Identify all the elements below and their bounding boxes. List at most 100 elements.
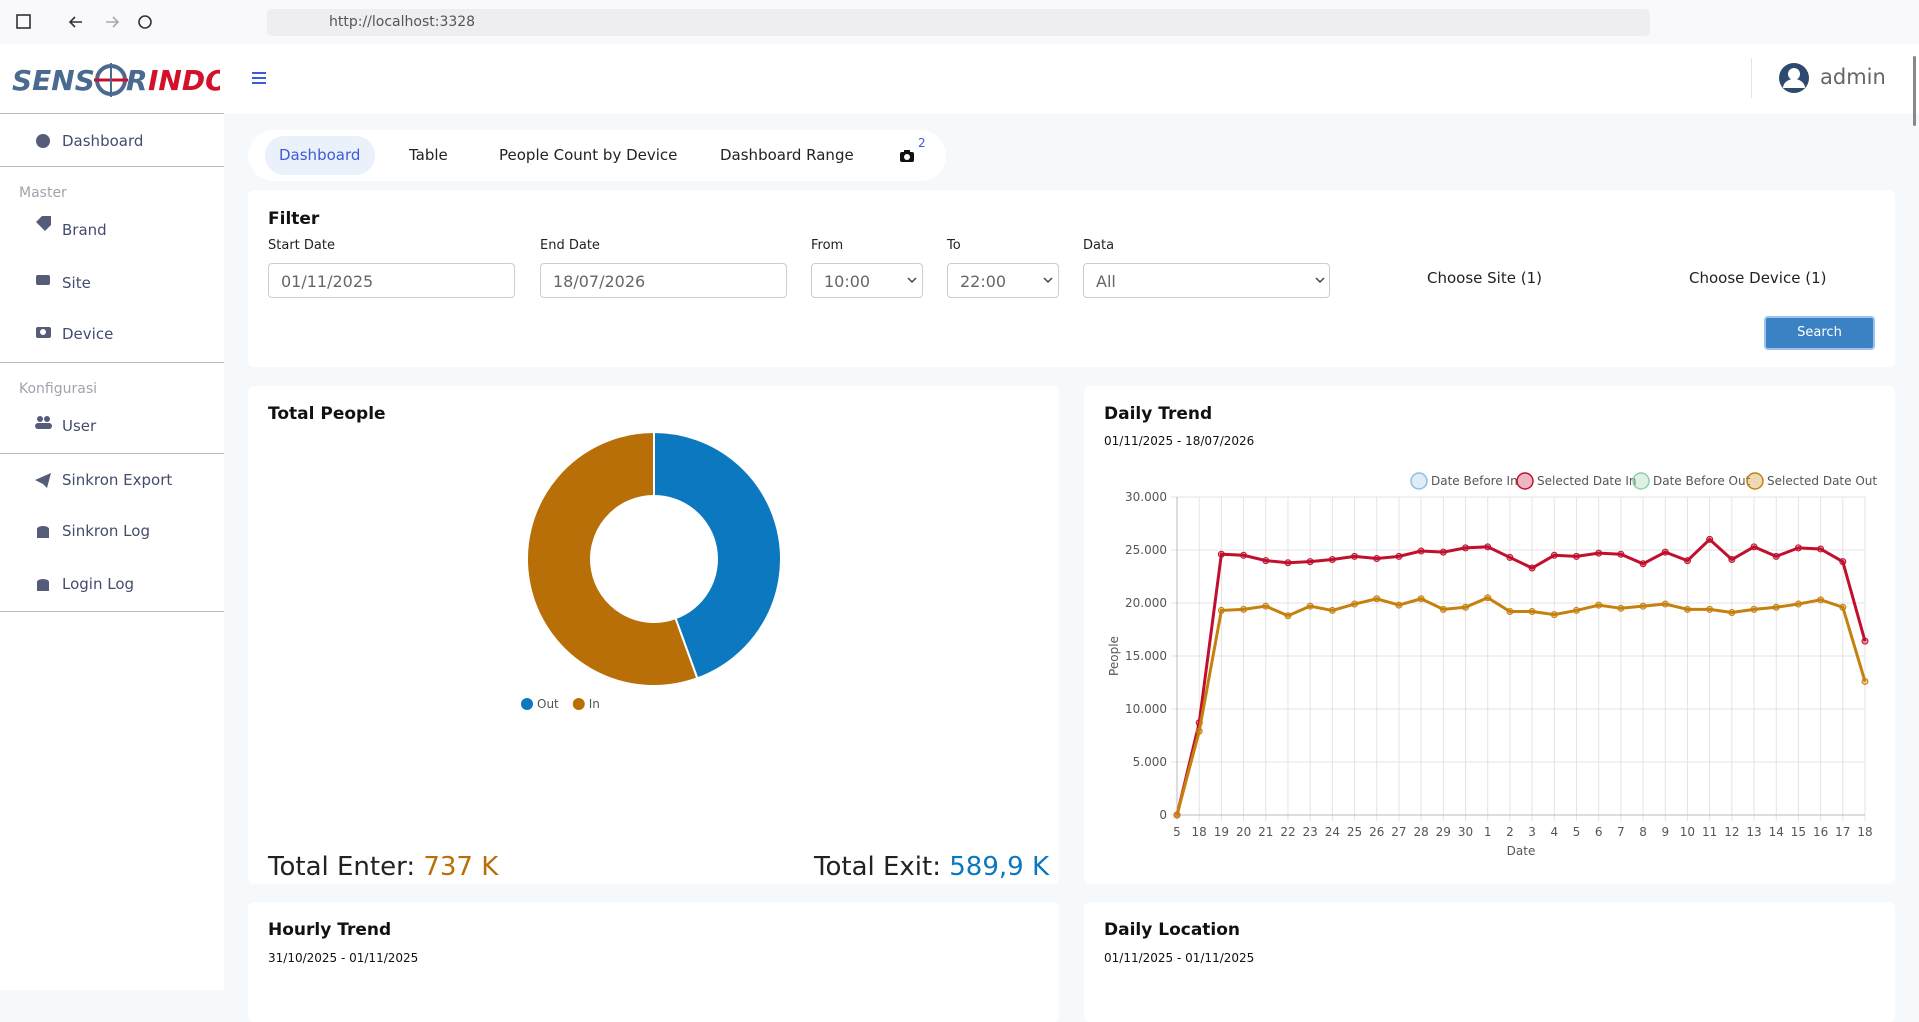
y-tick-label: 15.000 <box>1125 649 1167 663</box>
tab[interactable]: Dashboard Range <box>720 146 854 164</box>
doughnut-chart: Out In <box>521 430 782 711</box>
avatar[interactable] <box>1778 62 1810 94</box>
data-point <box>1595 549 1603 557</box>
field-label: From <box>811 238 844 253</box>
series-line <box>1175 596 1867 816</box>
data-point <box>1484 543 1492 551</box>
menu-toggle[interactable] <box>251 70 267 86</box>
card-subtitle: 31/10/2025 - 01/11/2025 <box>268 951 419 965</box>
choose-site[interactable]: Choose Site (1) <box>1427 269 1542 287</box>
browser-controls[interactable] <box>14 12 154 32</box>
nav-item[interactable]: Brand <box>62 221 107 239</box>
daily-trend-card <box>1084 386 1895 884</box>
nav-item[interactable]: Device <box>62 325 114 343</box>
tab[interactable]: Dashboard <box>279 146 361 164</box>
data-point <box>1506 607 1514 615</box>
data-point <box>1240 551 1248 559</box>
legend-marker <box>521 698 533 710</box>
x-tick-label: 27 <box>1391 825 1406 839</box>
data-point <box>1728 609 1736 617</box>
data-point <box>1572 552 1580 560</box>
data-point <box>1195 727 1203 735</box>
nav-item[interactable]: Dashboard <box>62 132 144 150</box>
legend-label: Out <box>537 697 559 711</box>
tab[interactable]: People Count by Device <box>499 146 678 164</box>
scrollbar[interactable] <box>1913 56 1916 126</box>
data-point <box>1683 605 1691 613</box>
nav-heading: Konfigurasi <box>19 381 98 397</box>
data-point <box>1217 606 1225 614</box>
divider <box>0 611 224 612</box>
nav-item[interactable]: Site <box>62 274 91 292</box>
x-tick-label: 28 <box>1413 825 1428 839</box>
legend-label: In <box>589 697 600 711</box>
doughnut-slice <box>526 430 699 687</box>
data-point <box>1417 595 1425 603</box>
data-point <box>1395 601 1403 609</box>
nav-item[interactable]: User <box>62 417 97 435</box>
logo[interactable]: SENS R INDO <box>10 60 220 100</box>
nav-item[interactable]: Login Log <box>62 575 135 593</box>
data-point <box>1462 603 1470 611</box>
doughnut-slice <box>653 430 782 680</box>
x-tick-label: 3 <box>1528 825 1536 839</box>
data-point <box>1817 596 1825 604</box>
value: 589,9 K <box>949 852 1049 882</box>
data-point <box>1439 548 1447 556</box>
legend-marker <box>572 698 585 710</box>
divider <box>0 113 224 114</box>
data-point <box>1173 811 1181 819</box>
legend-marker <box>1516 472 1534 490</box>
x-tick-label: 11 <box>1702 825 1717 839</box>
x-tick-label: 24 <box>1325 825 1340 839</box>
data-point <box>1284 559 1292 567</box>
label: Total Exit: <box>814 852 941 882</box>
url-bar[interactable]: http://localhost:3328 <box>267 9 1650 36</box>
tab[interactable]: Table <box>409 146 448 164</box>
x-tick-label: 25 <box>1347 825 1362 839</box>
logo-text: R <box>126 64 148 97</box>
search-button[interactable]: Search <box>1764 316 1875 350</box>
x-tick-label: 2 <box>1506 825 1514 839</box>
data-select[interactable]: All <box>1083 263 1330 298</box>
data-point <box>1373 554 1381 562</box>
divider <box>0 453 224 454</box>
data-point <box>1794 544 1802 552</box>
end-date-input[interactable]: 18/07/2026 <box>540 263 787 298</box>
nav-item[interactable]: Sinkron Log <box>62 522 150 540</box>
card-subtitle: 01/11/2025 - 01/11/2025 <box>1104 951 1255 965</box>
data-point <box>1839 558 1847 566</box>
data-point <box>1217 550 1225 558</box>
data-point <box>1528 564 1536 572</box>
nav-item[interactable]: Sinkron Export <box>62 471 173 489</box>
divider <box>0 166 224 167</box>
x-tick-label: 12 <box>1724 825 1739 839</box>
data-point <box>1772 603 1780 611</box>
from-select[interactable]: 10:00 <box>811 263 923 298</box>
active-tab-bg <box>265 136 375 175</box>
data-point <box>1728 556 1736 564</box>
data-point <box>1661 548 1669 556</box>
choose-device[interactable]: Choose Device (1) <box>1689 269 1827 287</box>
x-tick-label: 8 <box>1639 825 1647 839</box>
card-subtitle: 01/11/2025 - 18/07/2026 <box>1104 434 1255 448</box>
data-point <box>1262 602 1270 610</box>
top-header: SENS R INDO admin <box>0 44 1919 126</box>
sidebar <box>0 114 224 990</box>
card-title: Total People <box>268 404 386 424</box>
url: http://localhost:3328 <box>329 14 476 30</box>
username[interactable]: admin <box>1820 65 1886 89</box>
data-point <box>1306 558 1314 566</box>
nav-heading: Master <box>19 185 67 201</box>
data-point <box>1240 605 1248 613</box>
data-point <box>1572 606 1580 614</box>
data-point <box>1306 602 1314 610</box>
x-tick-label: 18 <box>1857 825 1872 839</box>
data-point <box>1550 611 1558 619</box>
start-date-input[interactable]: 01/11/2025 <box>268 263 515 298</box>
logo-text: INDO <box>148 64 220 97</box>
camera-icon[interactable] <box>899 149 915 163</box>
to-select[interactable]: 22:00 <box>947 263 1059 298</box>
badge: 2 <box>918 136 926 150</box>
separator <box>1751 58 1752 98</box>
